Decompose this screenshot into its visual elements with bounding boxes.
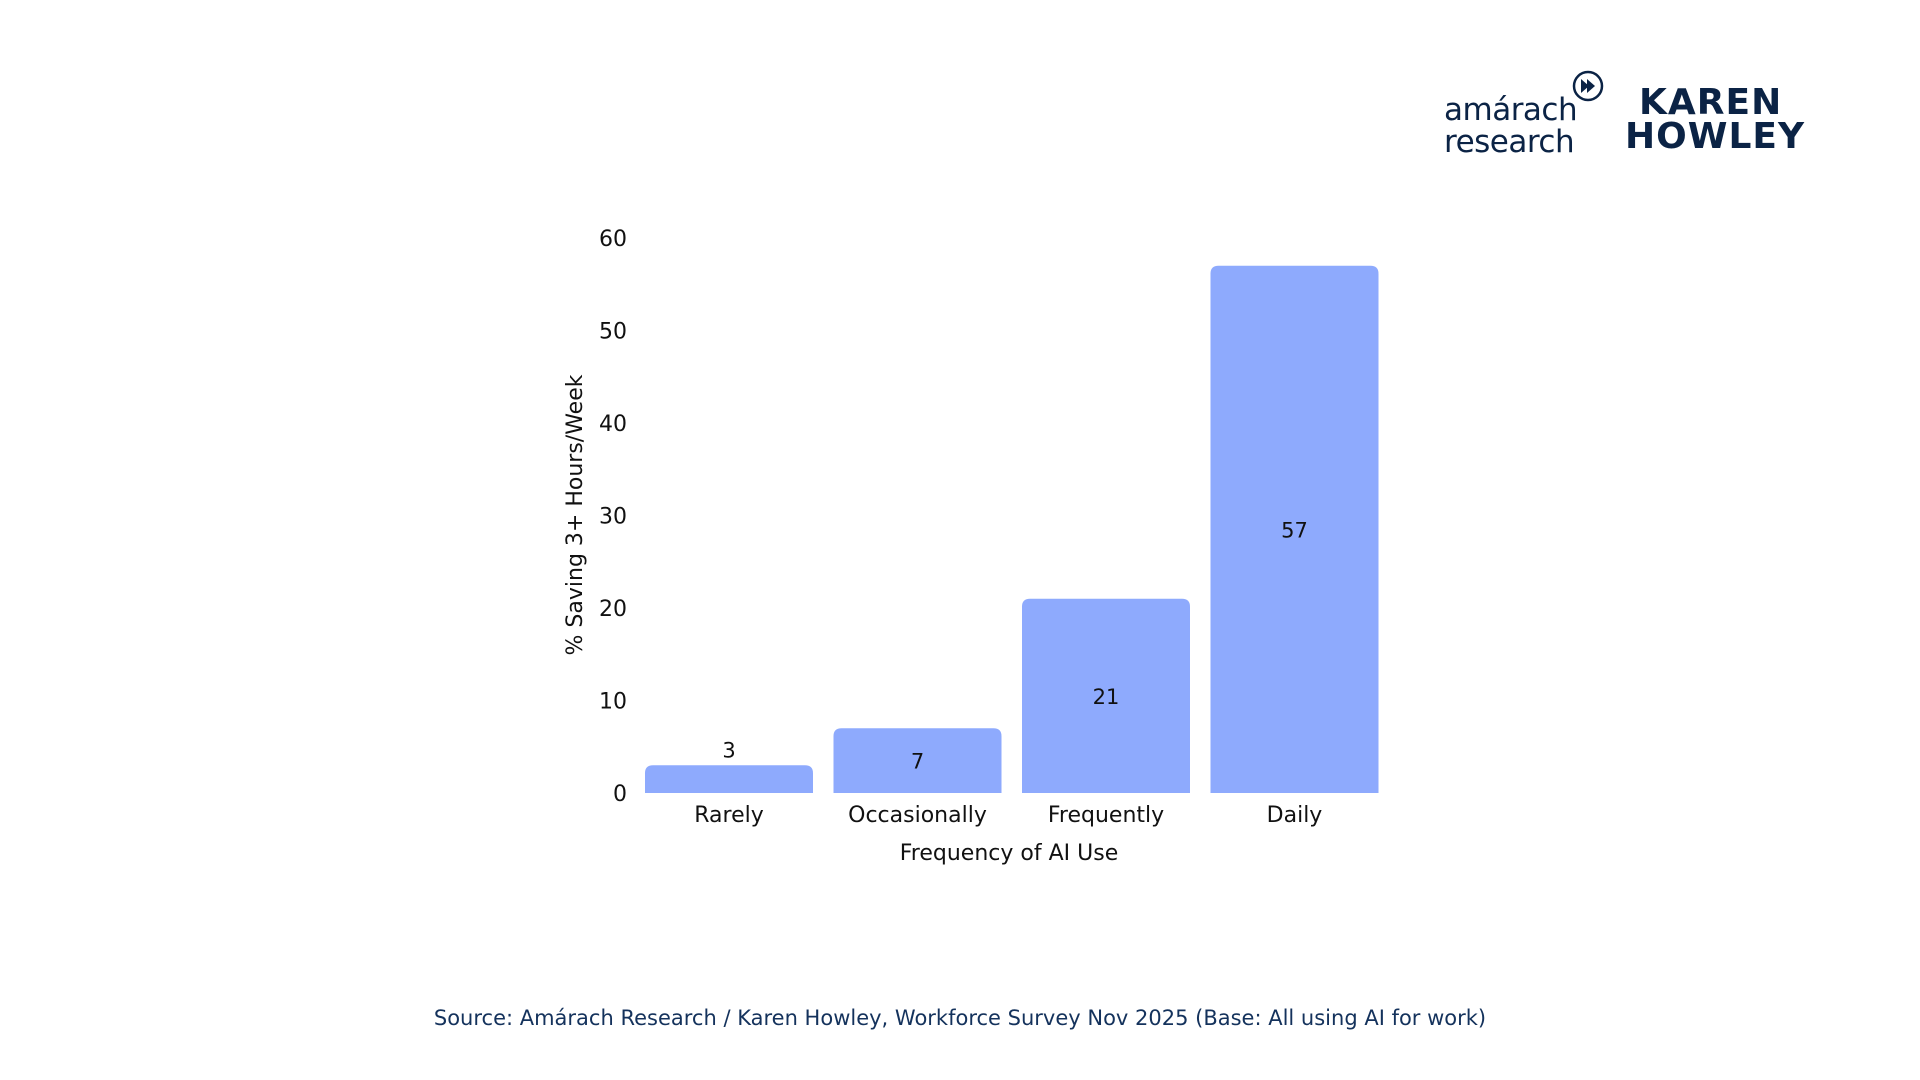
bar-rarely bbox=[645, 765, 813, 793]
karen-howley-logo: KAREN HOWLEY bbox=[1625, 84, 1815, 164]
y-tick-label: 30 bbox=[599, 505, 627, 530]
y-tick-label: 50 bbox=[599, 320, 627, 345]
data-label: 21 bbox=[1093, 685, 1120, 709]
y-tick-label: 40 bbox=[599, 412, 627, 437]
y-tick-label: 10 bbox=[599, 690, 627, 715]
y-tick-label: 60 bbox=[599, 227, 627, 252]
chevron-circle-icon bbox=[1572, 70, 1604, 102]
source-note: Source: Amárach Research / Karen Howley,… bbox=[433, 1006, 1487, 1030]
x-tick-label: Rarely bbox=[694, 803, 764, 828]
y-axis-title: % Saving 3+ Hours/Week bbox=[563, 374, 588, 655]
bar-occasionally bbox=[833, 728, 1002, 793]
bar-frequently bbox=[1022, 598, 1190, 793]
y-tick-label: 20 bbox=[599, 597, 627, 622]
bars bbox=[645, 265, 1379, 793]
data-label: 3 bbox=[722, 738, 735, 762]
amarach-research-logo: amárach research bbox=[1440, 70, 1615, 165]
x-tick-label: Frequently bbox=[1048, 803, 1164, 828]
x-tick-label: Occasionally bbox=[848, 803, 987, 828]
amarach-logo-line2: research bbox=[1444, 124, 1575, 160]
x-axis-title: Frequency of AI Use bbox=[900, 841, 1118, 866]
amarach-logo-line1: amárach bbox=[1444, 92, 1578, 128]
karen-logo-line2: HOWLEY bbox=[1625, 116, 1806, 157]
bar-daily bbox=[1210, 265, 1379, 793]
data-label: 7 bbox=[911, 750, 924, 774]
data-label: 57 bbox=[1281, 518, 1308, 542]
y-axis-ticks: 0 10 20 30 40 50 60 bbox=[599, 227, 627, 807]
x-axis-category-labels: Rarely Occasionally Frequently Daily bbox=[694, 803, 1322, 828]
data-labels: 3 7 21 57 bbox=[722, 518, 1308, 773]
x-tick-label: Daily bbox=[1267, 803, 1323, 828]
karen-logo-line1: KAREN bbox=[1639, 82, 1783, 123]
y-tick-label: 0 bbox=[613, 782, 627, 807]
